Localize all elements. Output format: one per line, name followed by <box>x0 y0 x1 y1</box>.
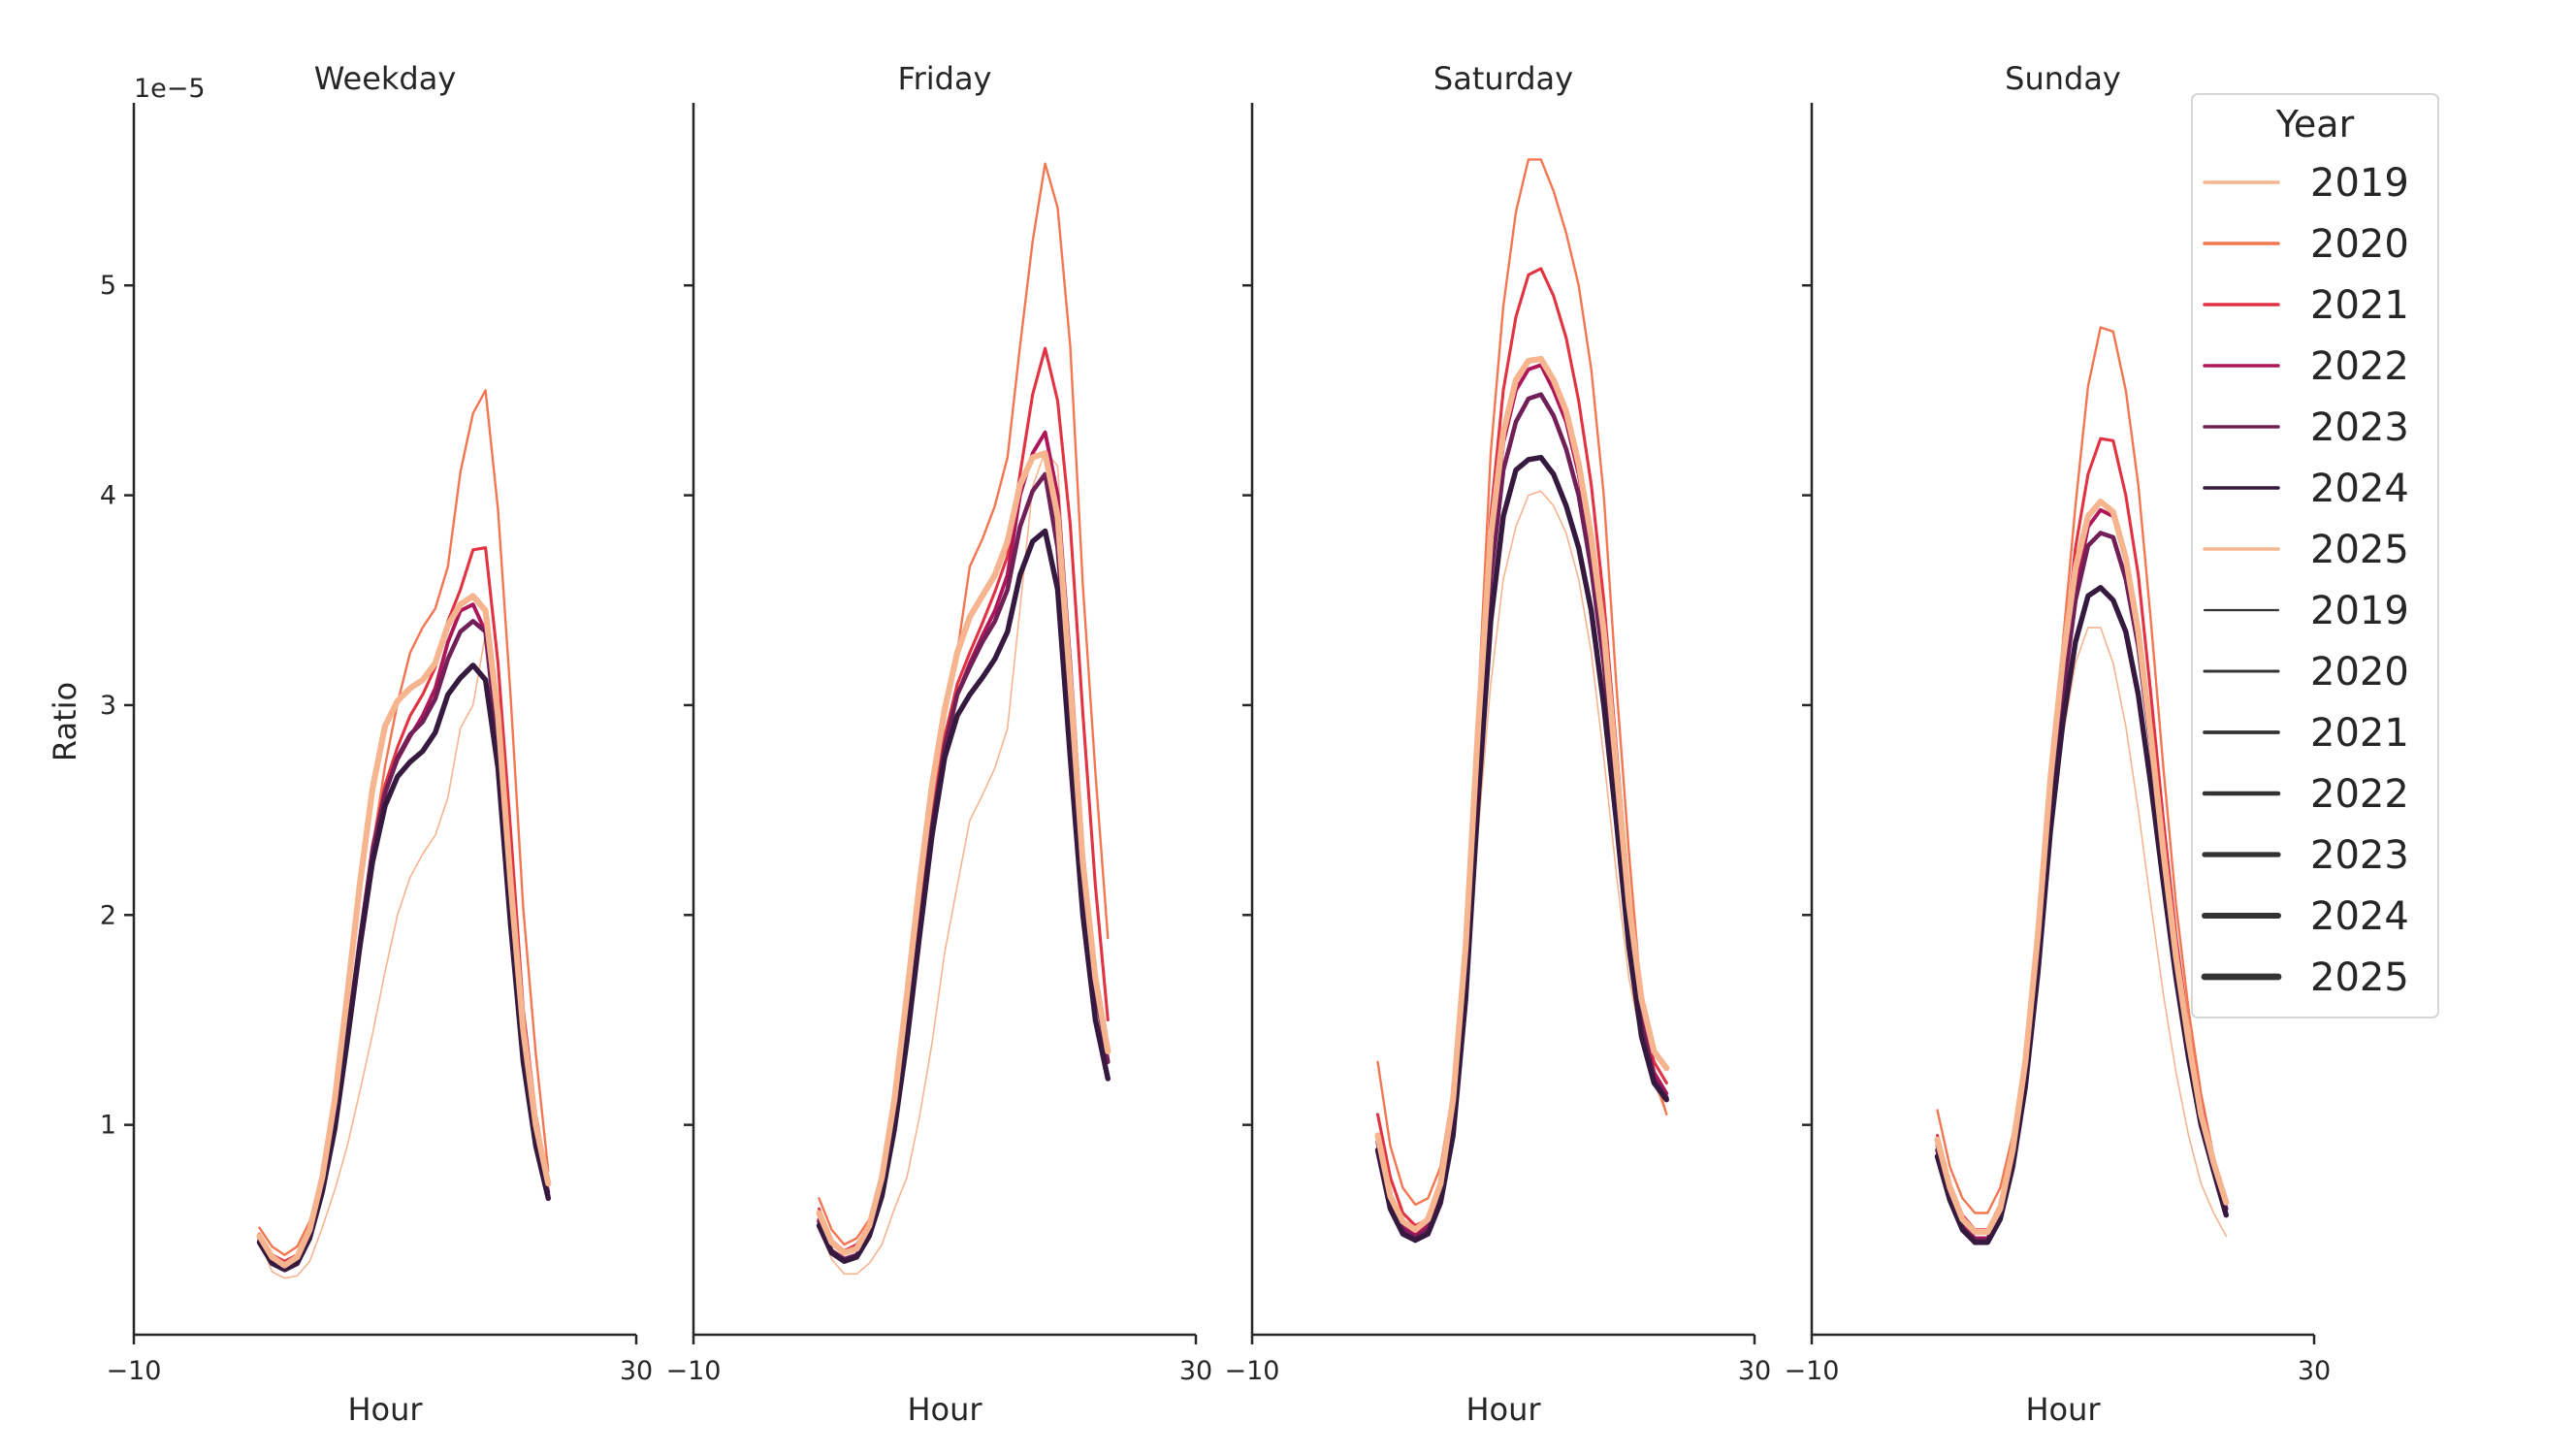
legend-item-size-2025: 2025 <box>2201 955 2409 1000</box>
y-axis-label: Ratio <box>47 682 83 761</box>
legend-label: 2023 <box>2310 833 2409 878</box>
series-line-2025 <box>816 450 1111 1256</box>
y-tick-label: 4 <box>100 481 116 511</box>
panel-friday: Friday Hour −10 30 <box>666 60 1213 1428</box>
series-line-2023 <box>1935 531 2229 1243</box>
y-tick-label: 5 <box>100 271 116 301</box>
legend-item-hue-2020: 2020 <box>2203 222 2409 267</box>
legend: Year 2019 2020 2021 2022 2023 2024 2025 2019 202… <box>2191 93 2439 1018</box>
series-line-2024 <box>1934 585 2230 1245</box>
panel-sunday: Sunday Hour −10 30 <box>1785 60 2332 1428</box>
legend-label: 2019 <box>2310 161 2409 206</box>
series-line-2025 <box>1934 498 2230 1236</box>
panel-title: Weekday <box>314 60 457 97</box>
legend-label: 2023 <box>2310 405 2409 450</box>
series-line-2025 <box>256 593 552 1269</box>
x-tick-label: 30 <box>1179 1356 1212 1386</box>
x-tick-label: 30 <box>1738 1356 1771 1386</box>
series-line-2024 <box>256 663 551 1273</box>
legend-item-hue-2022: 2022 <box>2203 344 2409 389</box>
y-tick-label: 1 <box>100 1111 116 1141</box>
x-tick-label: −10 <box>107 1356 162 1386</box>
legend-label: 2024 <box>2310 894 2409 939</box>
series-line-2022 <box>257 602 551 1268</box>
legend-label: 2020 <box>2310 222 2409 267</box>
panel-saturday: Saturday Hour −10 30 <box>1225 60 1772 1428</box>
legend-label: 2022 <box>2310 344 2409 389</box>
legend-item-size-2023: 2023 <box>2202 833 2409 878</box>
x-axis-label: Hour <box>907 1391 982 1428</box>
x-tick-label: 30 <box>620 1356 653 1386</box>
legend-label: 2025 <box>2310 955 2409 1000</box>
panel-title: Sunday <box>2005 60 2121 97</box>
legend-item-size-2024: 2024 <box>2202 894 2409 939</box>
series-line-2025 <box>1374 355 1670 1233</box>
panel-weekday: Weekday Hour −10 30 1 2 3 4 5 <box>100 60 653 1428</box>
series-line-2021 <box>257 546 550 1263</box>
legend-frame <box>2191 93 2439 1018</box>
x-tick-label: −10 <box>1225 1356 1280 1386</box>
legend-label: 2025 <box>2310 528 2409 572</box>
series-line-2024 <box>1374 454 1670 1244</box>
series-line-2020 <box>1376 158 1668 1207</box>
legend-title: Year <box>2275 103 2355 146</box>
legend-label: 2024 <box>2310 467 2409 511</box>
legend-item-size-2020: 2020 <box>2203 650 2409 695</box>
series-line-2021 <box>817 346 1110 1253</box>
x-tick-label: 30 <box>2298 1356 2331 1386</box>
legend-item-hue-2021: 2021 <box>2203 283 2409 328</box>
y-offset-label: 1e−5 <box>134 74 206 104</box>
y-tick-label: 2 <box>100 900 116 930</box>
x-tick-label: −10 <box>666 1356 722 1386</box>
legend-label: 2022 <box>2310 772 2409 817</box>
legend-label: 2020 <box>2310 650 2409 695</box>
series-line-2022 <box>817 430 1111 1262</box>
panel-title: Saturday <box>1433 60 1573 97</box>
legend-label: 2021 <box>2310 283 2409 328</box>
series-line-2022 <box>1375 363 1669 1237</box>
legend-item-hue-2019: 2019 <box>2203 161 2409 206</box>
x-axis-label: Hour <box>1465 1391 1541 1428</box>
series-line-2020 <box>1936 326 2228 1214</box>
x-tick-label: −10 <box>1785 1356 1840 1386</box>
y-tick-label: 3 <box>100 691 116 721</box>
legend-item-size-2019: 2019 <box>2203 589 2409 633</box>
legend-label: 2019 <box>2310 589 2409 633</box>
panel-title: Friday <box>898 60 992 97</box>
series-line-2023 <box>257 619 551 1271</box>
series-line-2019 <box>1936 627 2228 1238</box>
legend-item-size-2021: 2021 <box>2203 711 2409 756</box>
x-axis-label: Hour <box>2025 1391 2101 1428</box>
legend-item-size-2022: 2022 <box>2202 772 2409 817</box>
series-line-2024 <box>816 528 1111 1265</box>
legend-label: 2021 <box>2310 711 2409 756</box>
legend-item-hue-2025: 2025 <box>2203 528 2409 572</box>
legend-item-hue-2024: 2024 <box>2203 467 2409 511</box>
legend-item-hue-2023: 2023 <box>2203 405 2409 450</box>
x-axis-label: Hour <box>347 1391 423 1428</box>
